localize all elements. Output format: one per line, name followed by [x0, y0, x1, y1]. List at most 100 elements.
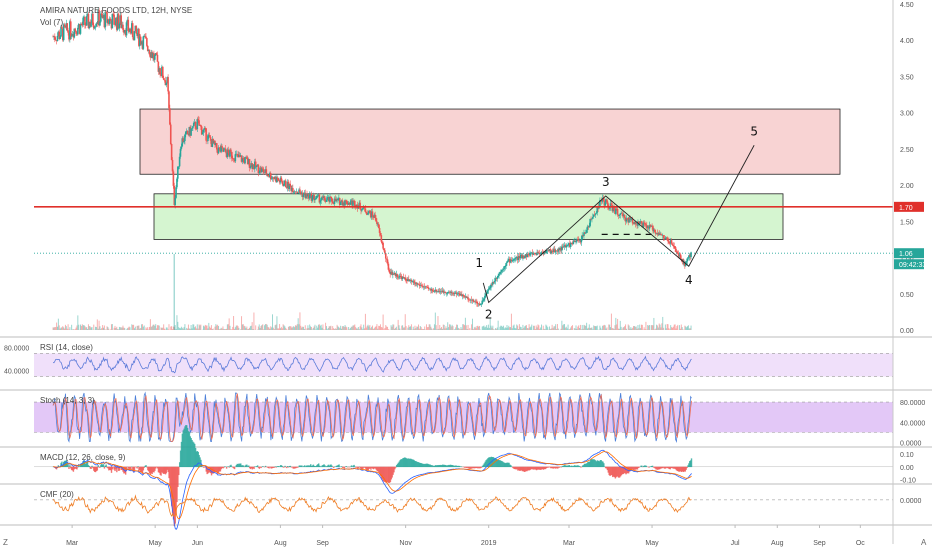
- volume-bar: [508, 325, 510, 330]
- volume-bar: [620, 326, 622, 330]
- candle-body: [268, 175, 270, 177]
- candle-body: [539, 253, 542, 255]
- cmf-pane[interactable]: 0.0000: [34, 494, 922, 517]
- candle-body: [627, 219, 630, 223]
- macd-hist-bar: [458, 465, 461, 468]
- volume-bar: [600, 327, 602, 330]
- rsi-tick: 40.0000: [4, 369, 29, 376]
- macd-hist-bar: [552, 466, 555, 469]
- candle-body: [227, 149, 230, 153]
- candle-body: [470, 299, 473, 301]
- macd-hist-bar: [663, 466, 665, 469]
- volume-bar: [687, 325, 689, 330]
- candle-body: [584, 232, 587, 234]
- macd-hist-bar: [517, 466, 519, 471]
- wave-label-4: 4: [685, 273, 693, 287]
- macd-hist-bar: [397, 462, 400, 468]
- macd-hist-bar: [101, 464, 104, 468]
- macd-hist-bar: [654, 466, 656, 469]
- candle-body: [602, 198, 605, 201]
- macd-hist-bar: [589, 459, 592, 468]
- candle-body: [624, 217, 627, 222]
- volume-bar: [123, 327, 125, 330]
- macd-hist-bar: [419, 462, 422, 468]
- volume-bar: [681, 327, 683, 330]
- volume-bar: [418, 328, 420, 330]
- candle-body: [337, 198, 339, 201]
- macd-hist-bar: [159, 466, 161, 475]
- price-axis[interactable]: 4.504.003.503.002.502.001.501.000.500.00…: [892, 0, 926, 544]
- macd-hist-bar: [465, 466, 467, 468]
- volume-bar: [645, 321, 647, 330]
- cmf-label: CMF (20): [40, 490, 74, 499]
- macd-hist-bar: [645, 465, 648, 468]
- candle-body: [684, 262, 686, 266]
- volume-bar: [431, 328, 433, 330]
- volume-bars: [52, 254, 692, 330]
- macd-hist-bar: [310, 466, 313, 468]
- volume-bar: [643, 327, 645, 330]
- macd-hist-bar: [194, 448, 197, 468]
- candle-body: [380, 235, 383, 242]
- macd-hist-bar: [488, 457, 490, 468]
- candle-body: [403, 277, 406, 279]
- volume-bar: [138, 325, 140, 330]
- price-tick-label: 1.00: [900, 256, 914, 263]
- macd-hist-bar: [252, 466, 254, 469]
- time-label: Mar: [66, 540, 79, 547]
- rsi-line: [52, 355, 692, 374]
- volume-bar: [118, 329, 120, 330]
- macd-hist-bar: [402, 458, 404, 468]
- macd-hist-bar: [364, 466, 367, 469]
- macd-hist-bar: [675, 466, 678, 471]
- macd-hist-bar: [436, 465, 439, 468]
- volume-bar: [164, 328, 166, 330]
- candle-body: [630, 219, 633, 220]
- volume-bar: [134, 326, 136, 330]
- candle-body: [544, 251, 546, 254]
- volume-bar: [454, 329, 456, 330]
- macd-hist-bar: [94, 466, 97, 473]
- candle-body: [478, 303, 481, 306]
- candle-body: [312, 194, 315, 196]
- macd-hist-bar: [627, 466, 630, 474]
- volume-bar: [375, 326, 377, 330]
- volume-bar: [149, 326, 151, 330]
- volume-bar: [196, 324, 198, 330]
- timezone-corner[interactable]: Z: [3, 538, 8, 547]
- candle-body: [332, 203, 335, 204]
- macd-hist-bar: [217, 466, 219, 475]
- time-label: Oc: [856, 540, 865, 547]
- candle-body: [246, 158, 249, 164]
- volume-bar: [473, 327, 475, 330]
- macd-hist-bar: [455, 465, 457, 468]
- macd-hist-bar: [573, 465, 575, 468]
- candle-body: [164, 80, 167, 86]
- macd-pane[interactable]: 0.100.00-0.10: [34, 424, 916, 530]
- volume-bar: [434, 312, 436, 330]
- volume-bar: [71, 324, 73, 330]
- volume-bar: [567, 324, 569, 330]
- macd-hist-bar: [375, 466, 377, 470]
- candle-body: [463, 296, 466, 298]
- volume-bar: [468, 329, 470, 330]
- candle-body: [572, 241, 575, 245]
- volume-bar: [466, 329, 468, 330]
- auto-scale-button[interactable]: A: [921, 538, 927, 547]
- volume-bar: [205, 325, 207, 330]
- volume-bar: [547, 327, 549, 330]
- macd-hist-bar: [120, 466, 122, 470]
- volume-bar: [180, 326, 182, 330]
- volume-bar: [183, 327, 185, 330]
- candle-body: [327, 196, 330, 199]
- volume-bar: [589, 328, 591, 330]
- time-axis[interactable]: Mar May Jun Aug Sep Nov 2019 Mar May Jul Aug Sep Oc: [66, 525, 865, 547]
- candle-body: [159, 68, 161, 75]
- macd-hist-bar: [395, 465, 398, 468]
- candle-body: [561, 246, 563, 251]
- candle-body: [274, 176, 276, 180]
